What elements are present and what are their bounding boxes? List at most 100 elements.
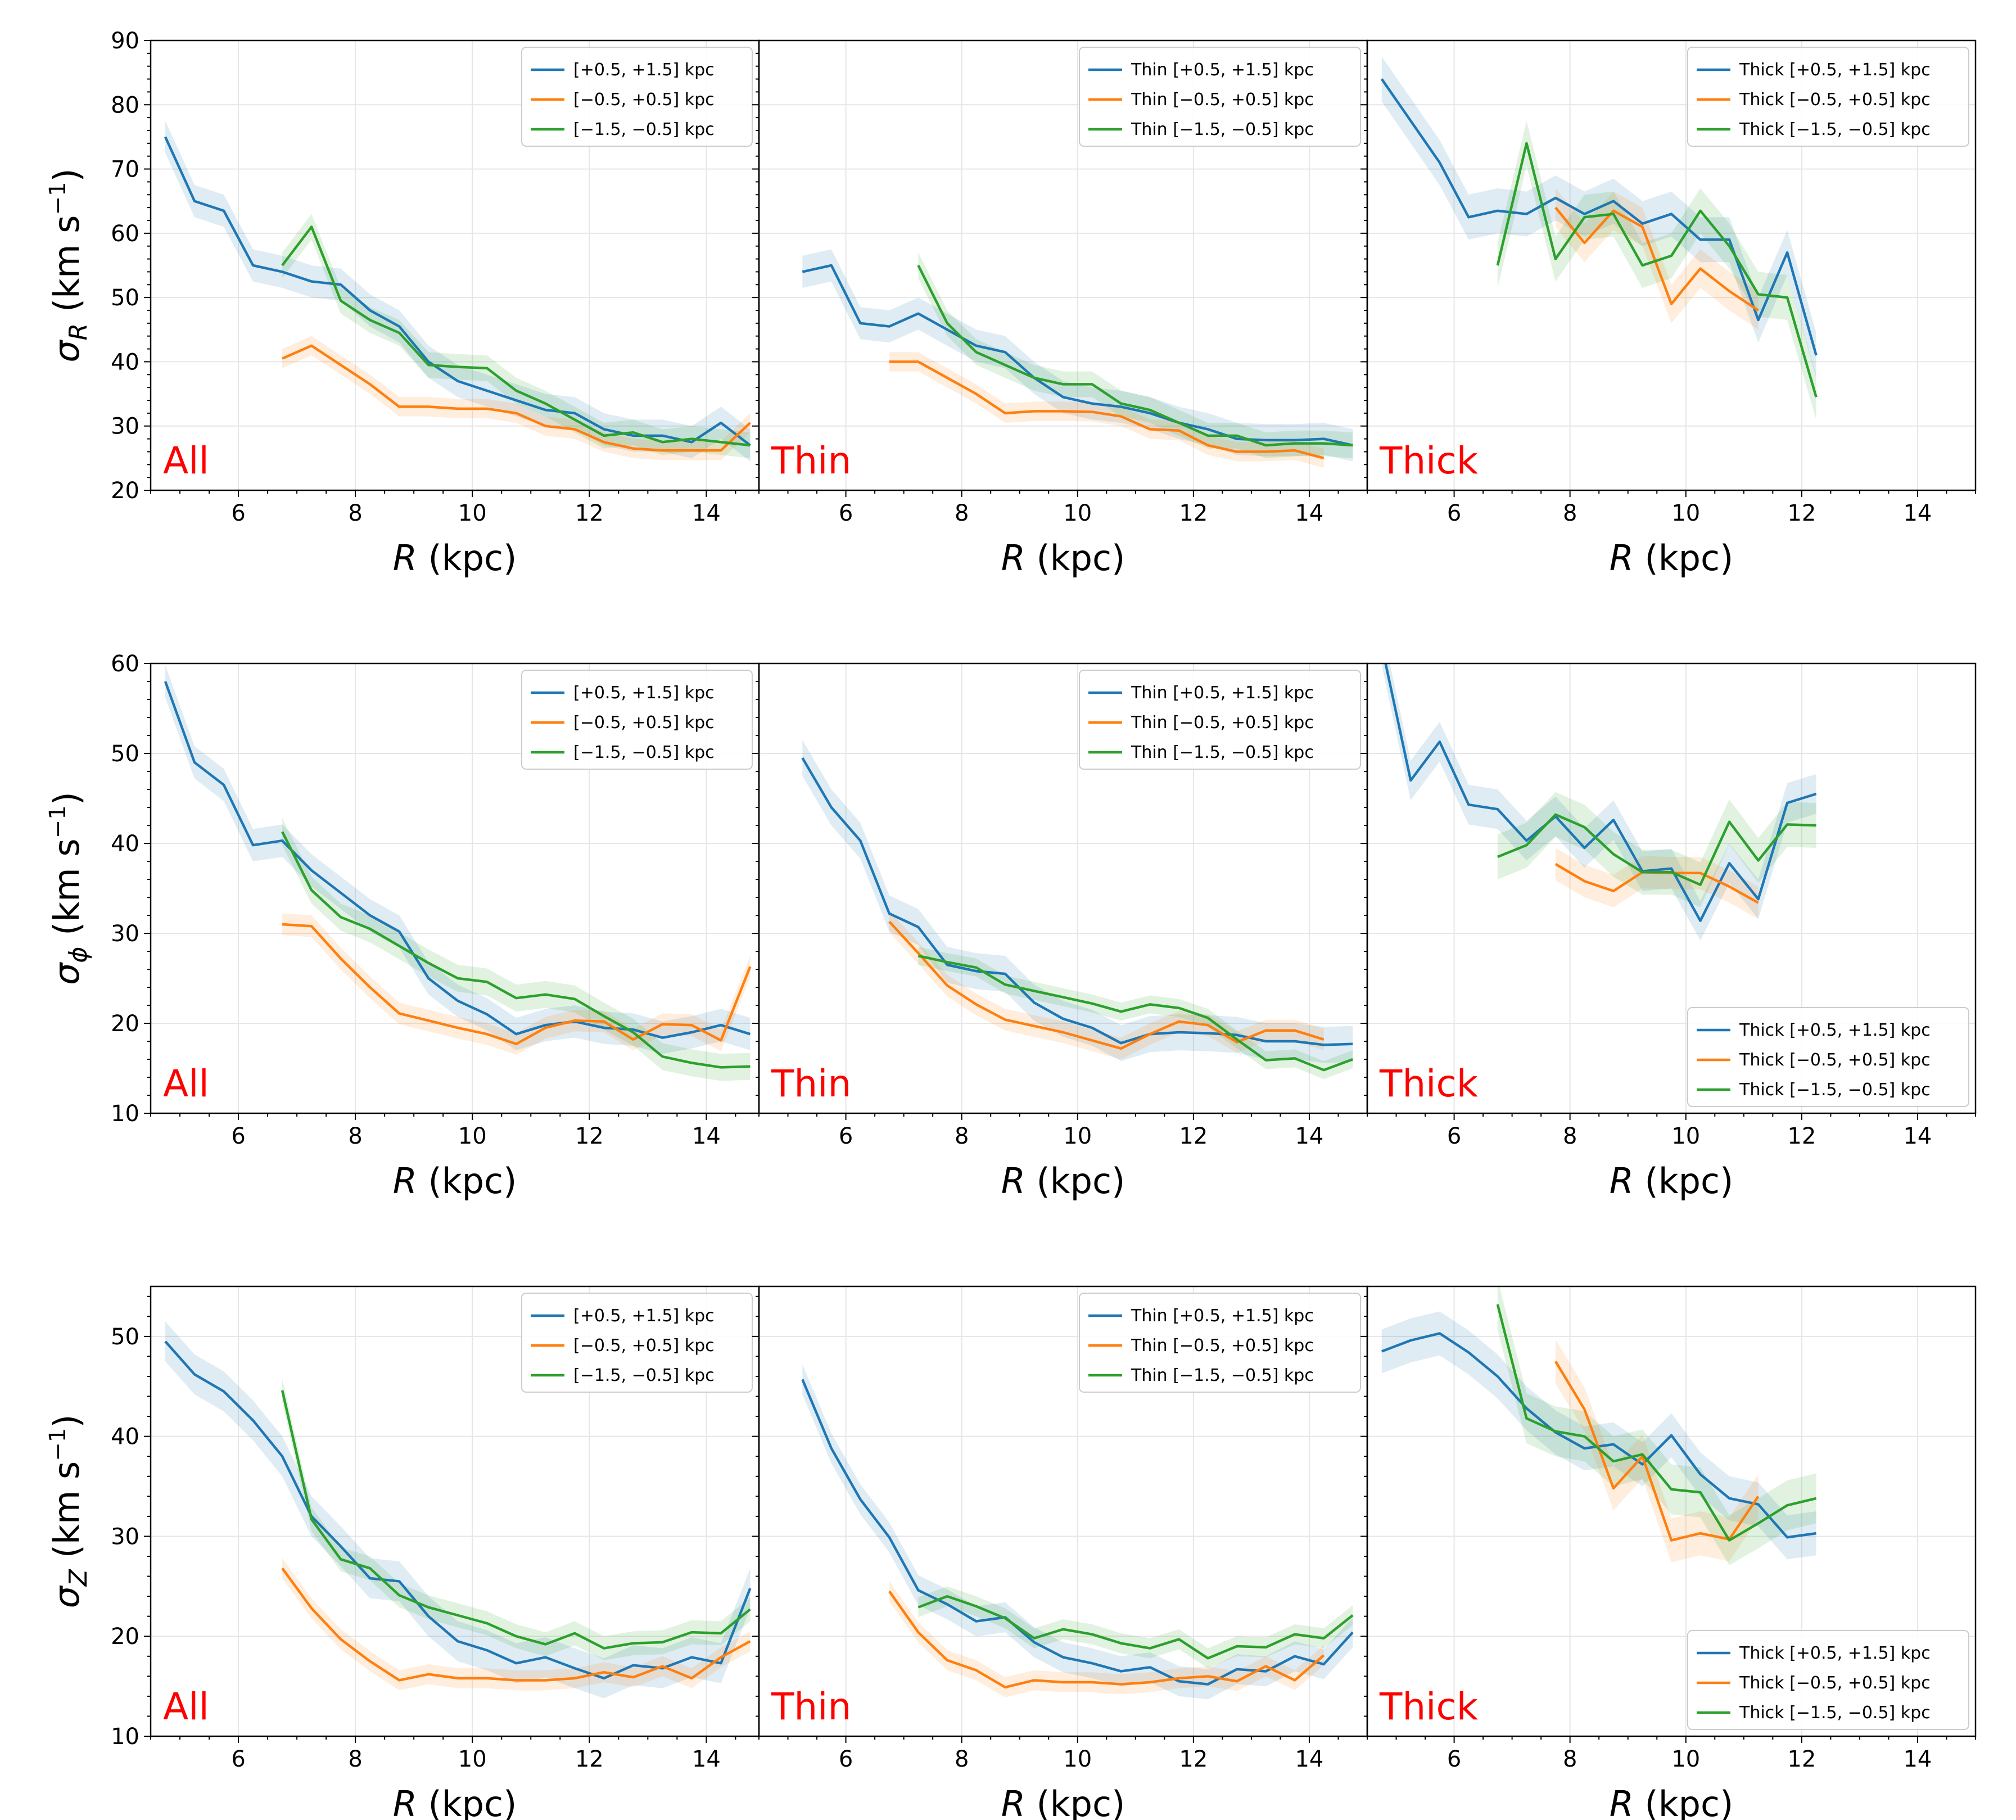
legend-entry: [−1.5, −0.5] kpc <box>573 120 715 139</box>
error-band-series-2 <box>1497 792 1816 907</box>
panel-2-2: 6 8 10 12 14 R (kpc) Thick Thick [+0.5, +1.5] k… <box>1360 1285 1977 1820</box>
series-line-1 <box>1554 206 1759 311</box>
series-line-0 <box>164 1340 752 1680</box>
y-tick-label: 50 <box>111 1324 139 1350</box>
x-tick-label: 8 <box>1563 500 1577 526</box>
x-tick-label: 6 <box>231 1746 245 1772</box>
x-tick-label: 12 <box>1179 500 1208 526</box>
x-tick-label: 6 <box>1447 1123 1461 1149</box>
series-line-2 <box>281 225 751 447</box>
x-tick-label: 14 <box>1903 1123 1932 1149</box>
legend: Thin [+0.5, +1.5] kpc Thin [−0.5, +0.5] k… <box>1079 670 1361 770</box>
x-tick-label: 12 <box>1179 1123 1208 1149</box>
legend-entry: [−0.5, +0.5] kpc <box>573 1336 715 1356</box>
legend-entry: Thick [−0.5, +0.5] kpc <box>1739 1050 1931 1070</box>
x-tick-label: 12 <box>575 1123 604 1149</box>
x-tick-label: 6 <box>839 1746 853 1772</box>
error-band-series-1 <box>1555 1339 1759 1562</box>
error-band-series-1 <box>1555 188 1759 330</box>
series-line-0 <box>802 264 1353 447</box>
error-band-series-1 <box>282 913 751 1055</box>
series-line-2 <box>281 831 751 1069</box>
legend-entry: Thick [+0.5, +1.5] kpc <box>1739 60 1931 80</box>
x-tick-label: 14 <box>692 500 721 526</box>
x-axis-label: R (kpc) <box>1610 538 1734 579</box>
x-tick-label: 8 <box>955 500 969 526</box>
legend-entry: Thick [+0.5, +1.5] kpc <box>1739 1020 1931 1040</box>
error-band-series-2 <box>1497 120 1816 420</box>
series-line-0 <box>1384 663 1817 922</box>
x-tick-label: 10 <box>1671 1123 1700 1149</box>
legend-entry: Thin [+0.5, +1.5] kpc <box>1131 60 1314 80</box>
legend-entry: Thick [−1.5, −0.5] kpc <box>1739 120 1931 139</box>
x-tick-label: 8 <box>348 500 362 526</box>
series-line-2 <box>917 954 1354 1072</box>
legend-entry: [−0.5, +0.5] kpc <box>573 90 715 110</box>
error-band-series-0 <box>802 1364 1353 1700</box>
series-line-2 <box>281 1390 751 1650</box>
legend: Thin [+0.5, +1.5] kpc Thin [−0.5, +0.5] k… <box>1079 1293 1361 1393</box>
legend-entry: Thin [−0.5, +0.5] kpc <box>1131 713 1314 733</box>
x-axis-label: R (kpc) <box>393 538 517 579</box>
legend-box <box>1079 1293 1361 1393</box>
x-tick-label: 8 <box>955 1123 969 1149</box>
y-axis-label: σϕ (km s−1) <box>45 792 93 985</box>
series-line-1 <box>888 920 1325 1050</box>
x-tick-label: 14 <box>1295 1123 1323 1149</box>
legend-entry: Thin [−0.5, +0.5] kpc <box>1131 1336 1314 1356</box>
legend: [+0.5, +1.5] kpc [−0.5, +0.5] kpc [−1.5, −… <box>521 47 753 147</box>
series-line-2 <box>1496 1304 1817 1542</box>
legend-box <box>521 1293 753 1393</box>
legend-box <box>1687 47 1969 147</box>
legend-entry: Thin [−1.5, −0.5] kpc <box>1131 120 1314 139</box>
legend-entry: Thick [+0.5, +1.5] kpc <box>1739 1643 1931 1663</box>
panel-tag: Thick <box>1379 1062 1479 1105</box>
x-tick-label: 12 <box>575 500 604 526</box>
series-line-2 <box>917 1595 1354 1660</box>
panel-1-2: 6 8 10 12 14 R (kpc) Thick Thick [+0.5, +1.5] k… <box>1360 662 1977 1202</box>
legend-entry: Thin [+0.5, +1.5] kpc <box>1131 1306 1314 1326</box>
x-axis-label: R (kpc) <box>393 1783 517 1820</box>
error-band-series-0 <box>1381 1311 1816 1560</box>
panel-tag: Thick <box>1379 439 1479 482</box>
y-tick-label: 10 <box>111 1101 139 1127</box>
y-tick-label: 40 <box>111 1424 139 1450</box>
y-tick-label: 50 <box>111 741 139 767</box>
panel-1-1: 6 8 10 12 14 R (kpc) Thin Thin [+0.5, +1.5] kpc… <box>752 662 1368 1202</box>
legend-box <box>1079 670 1361 770</box>
error-band-series-0 <box>165 1321 751 1699</box>
legend-box <box>521 670 753 770</box>
panel-tag: All <box>163 439 209 482</box>
panel-tag: Thin <box>771 439 851 482</box>
legend-entry: Thin [+0.5, +1.5] kpc <box>1131 683 1314 703</box>
x-tick-label: 14 <box>1295 500 1323 526</box>
legend-entry: Thin [−1.5, −0.5] kpc <box>1131 743 1314 762</box>
error-band-series-2 <box>1497 1286 1816 1565</box>
y-tick-label: 80 <box>111 92 139 118</box>
legend-entry: [−1.5, −0.5] kpc <box>573 743 715 762</box>
legend: Thick [+0.5, +1.5] kpc Thick [−0.5, +0.5]… <box>1687 1630 1969 1730</box>
y-axis-label: σZ (km s−1) <box>45 1415 93 1609</box>
panel-2-0: 6 8 10 12 14 10 20 30 40 50 σZ (km s−1) R (kpc) All [… <box>45 1285 760 1820</box>
x-tick-label: 10 <box>1063 1123 1092 1149</box>
x-axis-label: R (kpc) <box>1001 1783 1125 1820</box>
x-tick-label: 12 <box>1787 500 1816 526</box>
y-tick-label: 20 <box>111 1624 139 1650</box>
x-tick-label: 10 <box>1063 500 1092 526</box>
error-band-series-1 <box>282 336 751 460</box>
x-tick-label: 10 <box>1063 1746 1092 1772</box>
x-axis-label: R (kpc) <box>1610 1160 1734 1202</box>
y-tick-label: 20 <box>111 1011 139 1037</box>
x-tick-label: 14 <box>1903 500 1932 526</box>
x-tick-label: 6 <box>839 500 853 526</box>
y-tick-label: 10 <box>111 1724 139 1750</box>
x-tick-label: 6 <box>1447 1746 1461 1772</box>
y-tick-label: 20 <box>111 478 139 504</box>
series-line-1 <box>1554 1361 1760 1542</box>
x-tick-label: 14 <box>692 1123 721 1149</box>
error-band-series-1 <box>282 1558 751 1691</box>
x-tick-label: 14 <box>1903 1746 1932 1772</box>
panel-0-0: 6 8 10 12 14 20 30 40 50 60 70 80 90 σR (km s−1) R (kp… <box>45 28 760 579</box>
axes-frame <box>1366 1285 1977 1737</box>
x-tick-label: 10 <box>1671 1746 1700 1772</box>
